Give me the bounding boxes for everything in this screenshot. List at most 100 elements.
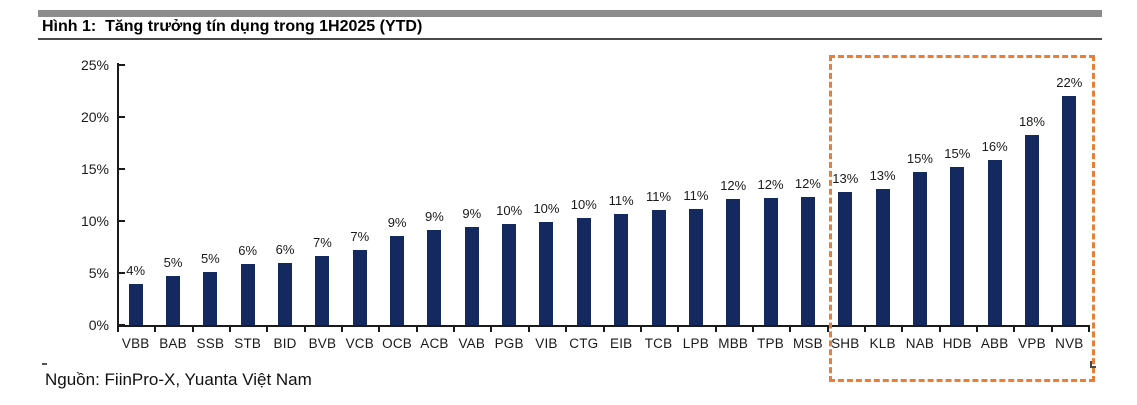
bar-value-label: 13% xyxy=(832,170,859,186)
x-category-label: KLB xyxy=(869,336,896,351)
bar-value-label: 15% xyxy=(906,151,933,167)
bar-value-label: 6% xyxy=(238,242,258,258)
source-note: Nguồn: FiinPro-X, Yuanta Việt Nam xyxy=(45,370,312,389)
x-tick xyxy=(303,327,306,332)
x-category-label: TPB xyxy=(757,336,784,351)
y-tick xyxy=(119,324,125,326)
bar xyxy=(838,191,853,325)
bar xyxy=(726,199,741,325)
y-tick xyxy=(119,220,125,222)
x-tick xyxy=(975,327,978,332)
x-tick xyxy=(826,327,829,332)
y-tick xyxy=(119,116,125,118)
bar-value-label: 7% xyxy=(312,235,332,251)
bar-value-label: 11% xyxy=(645,188,672,204)
bar-value-label: 11% xyxy=(608,192,634,208)
x-tick xyxy=(415,327,418,332)
x-category-label: VPB xyxy=(1018,336,1046,351)
x-tick xyxy=(341,327,344,332)
y-tick-label: 5% xyxy=(88,265,109,281)
bar-value-label: 6% xyxy=(275,241,295,257)
bar-value-label: 13% xyxy=(869,167,896,183)
x-tick xyxy=(229,327,232,332)
bar xyxy=(1024,134,1039,325)
x-tick xyxy=(863,327,866,332)
x-category-label: BVB xyxy=(308,336,337,351)
bar-value-label: 16% xyxy=(981,138,1008,154)
bar xyxy=(464,227,479,325)
bar xyxy=(1062,96,1077,325)
x-tick xyxy=(1013,327,1016,332)
x-category-label: SHB xyxy=(831,336,860,351)
x-tick xyxy=(602,327,605,332)
bar-value-label: 4% xyxy=(126,263,146,279)
title-underline xyxy=(38,38,1102,40)
bar xyxy=(987,159,1002,325)
x-tick xyxy=(117,327,119,332)
y-tick xyxy=(119,168,125,170)
bar xyxy=(651,209,666,325)
bar-value-label: 18% xyxy=(1018,113,1045,129)
x-category-label: STB xyxy=(234,336,262,351)
x-category-label: MSB xyxy=(792,336,823,351)
x-category-label: ABB xyxy=(980,336,1009,351)
bar xyxy=(352,250,367,325)
x-category-label: NVB xyxy=(1055,336,1084,351)
bar xyxy=(688,208,703,325)
bar xyxy=(502,224,517,325)
bar-value-label: 5% xyxy=(200,250,220,266)
x-tick xyxy=(1088,327,1090,332)
x-category-label: SSB xyxy=(196,336,225,351)
x-category-label: CTG xyxy=(569,336,599,351)
x-category-label: TCB xyxy=(644,336,673,351)
bar xyxy=(278,262,293,325)
x-tick xyxy=(938,327,941,332)
x-tick xyxy=(751,327,754,332)
bar-value-label: 11% xyxy=(683,187,709,203)
bar xyxy=(614,213,629,325)
bar xyxy=(539,222,554,325)
x-category-label: NAB xyxy=(905,336,935,351)
bar-value-label: 10% xyxy=(570,196,597,212)
x-tick xyxy=(490,327,493,332)
y-axis xyxy=(117,63,119,327)
x-category-label: PGB xyxy=(494,336,524,351)
x-tick xyxy=(639,327,642,332)
y-tick-label: 25% xyxy=(80,57,109,73)
x-tick xyxy=(378,327,381,332)
bar xyxy=(240,263,255,325)
x-category-label: LPB xyxy=(682,336,709,351)
bar-value-label: 9% xyxy=(425,209,444,225)
y-tick xyxy=(119,64,125,66)
x-tick xyxy=(901,327,904,332)
x-category-label: VIB xyxy=(535,336,558,351)
x-axis xyxy=(117,325,1090,327)
x-tick xyxy=(714,327,717,332)
y-tick xyxy=(119,272,125,274)
x-category-label: OCB xyxy=(382,336,413,351)
bar-value-label: 10% xyxy=(496,203,523,219)
y-tick-label: 0% xyxy=(88,317,109,333)
bar xyxy=(800,197,815,325)
x-category-label: BAB xyxy=(159,336,187,351)
bar-value-label: 9% xyxy=(462,206,482,222)
x-tick xyxy=(527,327,530,332)
chart-frame-corner-right xyxy=(1090,361,1096,368)
x-category-label: ACB xyxy=(420,336,449,351)
bar-value-label: 5% xyxy=(163,255,183,271)
x-tick xyxy=(266,327,269,332)
x-tick xyxy=(191,327,194,332)
bar xyxy=(427,230,442,325)
x-tick xyxy=(565,327,568,332)
header-accent-bar xyxy=(38,10,1102,17)
x-tick xyxy=(453,327,456,332)
bar xyxy=(128,284,143,325)
x-category-label: MBB xyxy=(718,336,749,351)
y-tick-label: 15% xyxy=(80,161,109,177)
bar-value-label: 22% xyxy=(1056,75,1083,91)
bar xyxy=(875,188,890,325)
bar-value-label: 9% xyxy=(387,214,407,230)
bar xyxy=(315,256,330,325)
bar xyxy=(576,217,591,325)
